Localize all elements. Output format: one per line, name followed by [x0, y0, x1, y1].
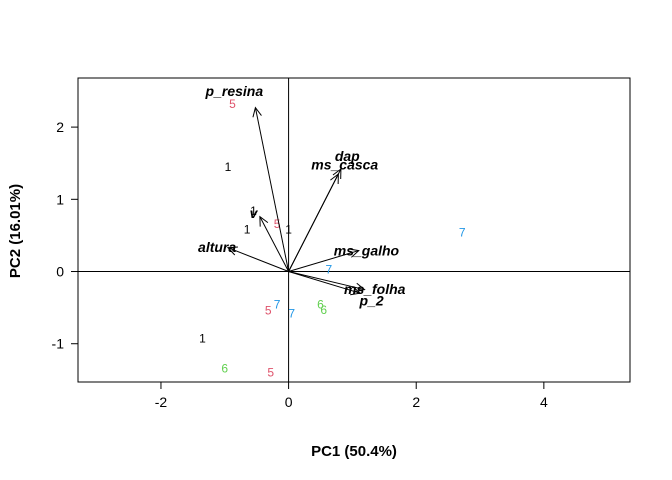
y-tick-label: -1 [52, 336, 65, 352]
x-tick-label: 0 [285, 394, 293, 410]
observation-point: 7 [325, 262, 332, 276]
y-axis-title: PC2 (16.01%) [7, 184, 24, 278]
plot-area: -2 0 2 4-10121111155556667777p_resinadapms_… [52, 77, 631, 410]
plot-frame [77, 77, 631, 383]
loading-arrow [227, 247, 289, 272]
loading-arrow [288, 271, 361, 294]
observation-point: 1 [244, 223, 251, 237]
variable-label: p_2 [358, 292, 383, 308]
loading-arrow [259, 216, 290, 272]
loading-arrowhead [226, 246, 238, 256]
variable-label: v [250, 205, 259, 221]
y-tick-label: 0 [56, 264, 64, 280]
loading-arrowhead [252, 106, 262, 118]
loading-arrow [254, 107, 290, 272]
variable-label: dap [335, 148, 360, 164]
loading-arrowhead [348, 248, 360, 258]
loading-arrowhead [350, 286, 362, 296]
observation-point: 7 [274, 298, 281, 312]
observation-point: 7 [459, 226, 466, 240]
variable-label: ms_casca [311, 157, 378, 173]
observation-point: 5 [229, 97, 236, 111]
observation-point: 5 [267, 366, 274, 380]
x-tick-label: 4 [540, 394, 548, 410]
observation-point: 6 [320, 303, 327, 317]
observation-point: 1 [250, 204, 257, 218]
x-axis-title: PC1 (50.4%) [311, 443, 397, 460]
loading-arrow [288, 271, 365, 291]
observation-point: 1 [285, 223, 292, 237]
variable-label: p_resina [205, 83, 264, 99]
observation-point: 5 [274, 217, 281, 231]
loading-arrowhead [332, 167, 342, 179]
observation-point: 6 [317, 298, 324, 312]
loading-arrowhead [330, 173, 339, 185]
observation-point: 1 [225, 160, 232, 174]
variable-label: ms_galho [334, 243, 400, 259]
loading-arrow [288, 173, 339, 272]
x-tick-label: -2 [155, 394, 168, 410]
loading-arrow [288, 250, 359, 272]
x-tick-label: 2 [412, 394, 420, 410]
y-tick-label: 1 [56, 191, 64, 207]
observation-point: 5 [265, 304, 272, 318]
variable-label: altura [198, 239, 236, 255]
observation-point: 1 [199, 332, 206, 346]
y-tick-label: 2 [56, 119, 64, 135]
observation-point: 7 [288, 306, 295, 320]
observation-point: 6 [221, 361, 228, 375]
loading-arrowhead [259, 215, 269, 227]
